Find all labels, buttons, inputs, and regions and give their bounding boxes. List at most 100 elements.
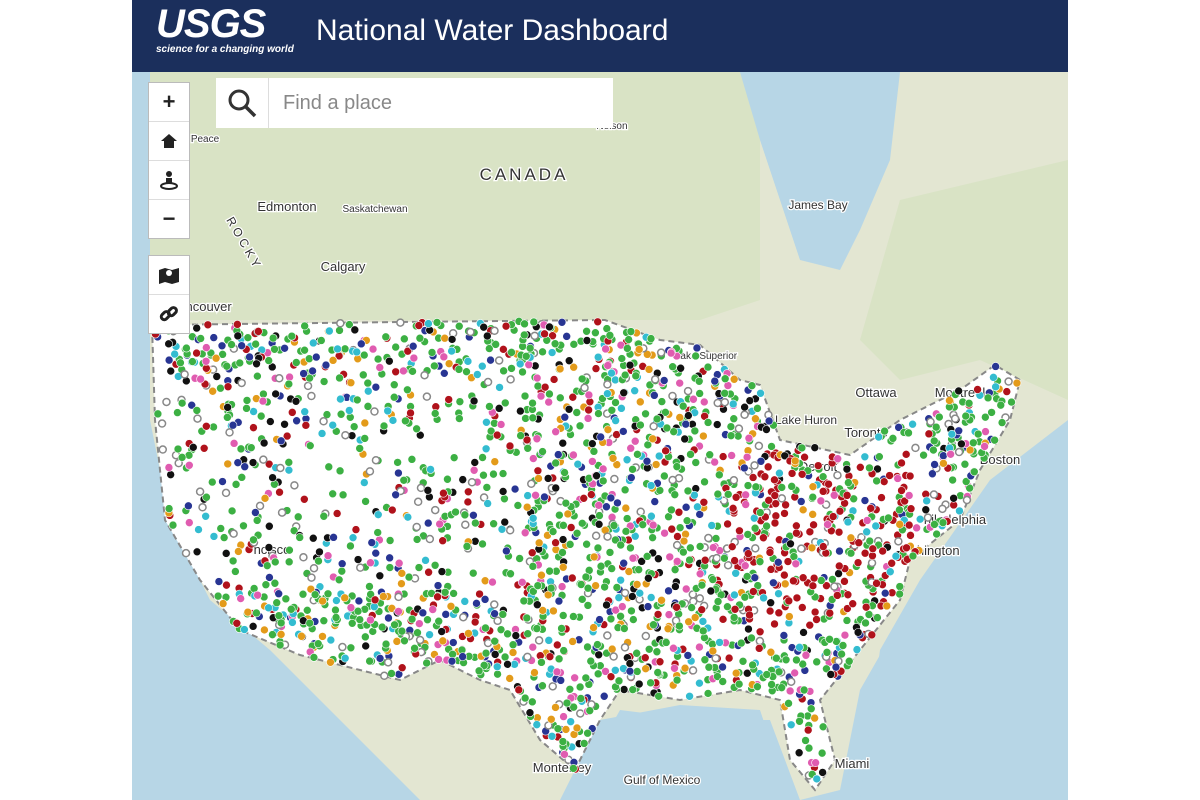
site bbox=[582, 336, 592, 345]
site bbox=[954, 426, 964, 436]
site bbox=[954, 447, 964, 457]
site bbox=[685, 555, 694, 565]
site bbox=[650, 497, 660, 506]
link-button[interactable] bbox=[149, 295, 189, 333]
site bbox=[690, 490, 699, 500]
site bbox=[749, 587, 758, 596]
site bbox=[657, 595, 666, 605]
site bbox=[225, 428, 234, 437]
site bbox=[811, 758, 820, 767]
site bbox=[233, 331, 243, 341]
site bbox=[594, 409, 603, 418]
site bbox=[492, 662, 502, 672]
site bbox=[397, 626, 407, 636]
site bbox=[840, 630, 850, 640]
tagline: science for a changing world bbox=[156, 44, 294, 55]
site bbox=[322, 410, 332, 419]
site bbox=[661, 446, 670, 456]
site bbox=[414, 321, 424, 330]
site bbox=[454, 321, 464, 331]
search-icon bbox=[216, 78, 269, 128]
logo[interactable]: USGS bbox=[156, 2, 266, 46]
site bbox=[636, 507, 645, 516]
site bbox=[352, 395, 362, 405]
zoom-out[interactable]: − bbox=[162, 206, 176, 231]
site bbox=[527, 479, 536, 489]
site bbox=[355, 615, 365, 624]
site bbox=[688, 666, 698, 675]
site bbox=[391, 490, 400, 500]
site bbox=[981, 412, 990, 422]
site bbox=[489, 519, 498, 529]
site bbox=[629, 615, 638, 624]
site bbox=[503, 629, 512, 639]
site bbox=[741, 500, 750, 509]
site bbox=[710, 457, 719, 467]
site bbox=[488, 577, 497, 587]
site bbox=[740, 561, 750, 571]
site bbox=[790, 456, 800, 466]
site bbox=[164, 463, 174, 472]
site bbox=[700, 655, 710, 665]
site bbox=[544, 636, 554, 645]
site bbox=[199, 443, 209, 453]
site bbox=[153, 409, 163, 419]
site bbox=[304, 354, 314, 364]
site bbox=[678, 401, 688, 411]
site bbox=[400, 334, 409, 344]
site bbox=[430, 409, 440, 418]
map-button[interactable] bbox=[149, 256, 189, 295]
site bbox=[242, 396, 252, 405]
site bbox=[656, 348, 666, 357]
site bbox=[328, 356, 338, 365]
site bbox=[201, 356, 211, 366]
site bbox=[606, 493, 616, 503]
site bbox=[766, 598, 775, 608]
site bbox=[558, 548, 567, 557]
site bbox=[614, 676, 624, 686]
site bbox=[494, 404, 504, 413]
site bbox=[653, 610, 663, 619]
site bbox=[351, 525, 361, 534]
site bbox=[506, 569, 515, 579]
site bbox=[734, 424, 744, 433]
site bbox=[818, 487, 828, 496]
site bbox=[482, 417, 491, 427]
site bbox=[572, 528, 582, 538]
site bbox=[731, 492, 741, 502]
site bbox=[595, 511, 604, 520]
search-box[interactable]: Find a place bbox=[216, 78, 613, 128]
home-button[interactable] bbox=[149, 122, 189, 161]
site bbox=[469, 465, 479, 475]
site bbox=[300, 345, 309, 355]
site bbox=[659, 376, 669, 385]
locate-button[interactable] bbox=[149, 161, 189, 200]
site bbox=[660, 471, 669, 481]
site bbox=[636, 420, 645, 430]
site bbox=[237, 341, 246, 350]
site bbox=[576, 694, 586, 703]
site bbox=[570, 673, 579, 683]
site bbox=[371, 455, 381, 465]
zoom-in[interactable]: + bbox=[149, 83, 189, 122]
site bbox=[280, 419, 289, 429]
site bbox=[425, 630, 434, 639]
site bbox=[731, 668, 741, 678]
site bbox=[748, 473, 758, 482]
site bbox=[518, 367, 527, 377]
site bbox=[164, 504, 174, 513]
site bbox=[675, 523, 685, 532]
site bbox=[438, 536, 447, 546]
site bbox=[562, 332, 571, 341]
site bbox=[444, 395, 454, 404]
site bbox=[648, 533, 657, 542]
site bbox=[867, 558, 877, 568]
site bbox=[969, 438, 978, 448]
site bbox=[661, 408, 670, 417]
site bbox=[508, 648, 518, 657]
site bbox=[736, 638, 746, 648]
site bbox=[919, 450, 928, 460]
site bbox=[540, 492, 549, 502]
site bbox=[704, 662, 714, 672]
